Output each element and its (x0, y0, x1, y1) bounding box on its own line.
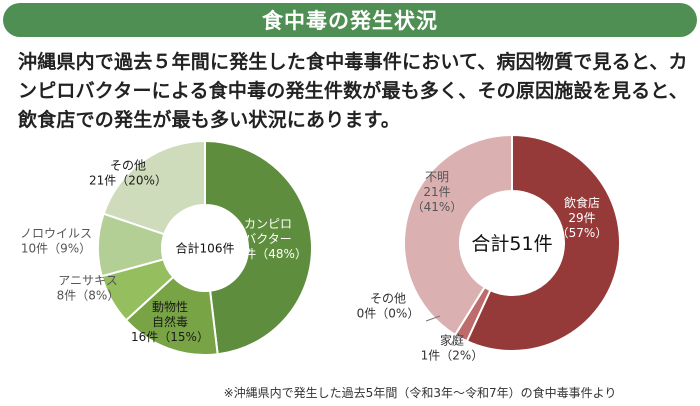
chart-1-label-5: その他 21件（20%） (89, 159, 167, 188)
chart-1-label-2: 動物性自然毒 16件（15%） (131, 300, 209, 344)
chart-2-label-1: 飲食店 29件（57%） (557, 195, 608, 240)
chart-2-center-hole (460, 191, 564, 295)
lead-paragraph: 沖縄県内で過去５年間に発生した食中毒事件において、病因物質で見ると、カンピロバク… (18, 51, 688, 131)
chart-2-center-label: 合計51件 (471, 233, 552, 255)
chart-1-label-1: カンピロバクター 51件（48%） (229, 217, 307, 261)
title-banner: 食中毒の発生状況 (3, 3, 697, 37)
chart-1-label-4: ノロウイルス 10件（9%） (20, 227, 92, 256)
chart-2-leader-line-1 (450, 332, 459, 346)
chart-1-label-3: アニサキス 8件（8%） (57, 274, 120, 303)
chart-2-label-3: その他 0件（0%） (357, 292, 420, 321)
chart-2-label-4: 不明 21件（41%） (412, 170, 463, 214)
source-note: ※沖縄県内で発生した過去5年間（令和3年～令和7年）の食中毒事件より (223, 386, 617, 400)
page-title: 食中毒の発生状況 (262, 9, 438, 33)
chart-2-label-2: 家庭 1件（2%） (421, 333, 484, 363)
chart-1-center-hole (162, 205, 248, 291)
donut-chart-2: 飲食店 29件（57%） 家庭 1件（2%）その他 0件（0%） 不明 21件（41%） 合計… (357, 133, 621, 363)
donut-chart-1: カンピロバクター 51件（48%） 動物性自然毒 16件（15%） アニサキス 8件（8%… (20, 139, 313, 356)
chart-2-leader-line-2 (425, 315, 441, 322)
chart-1-center-label: 合計106件 (176, 240, 235, 255)
